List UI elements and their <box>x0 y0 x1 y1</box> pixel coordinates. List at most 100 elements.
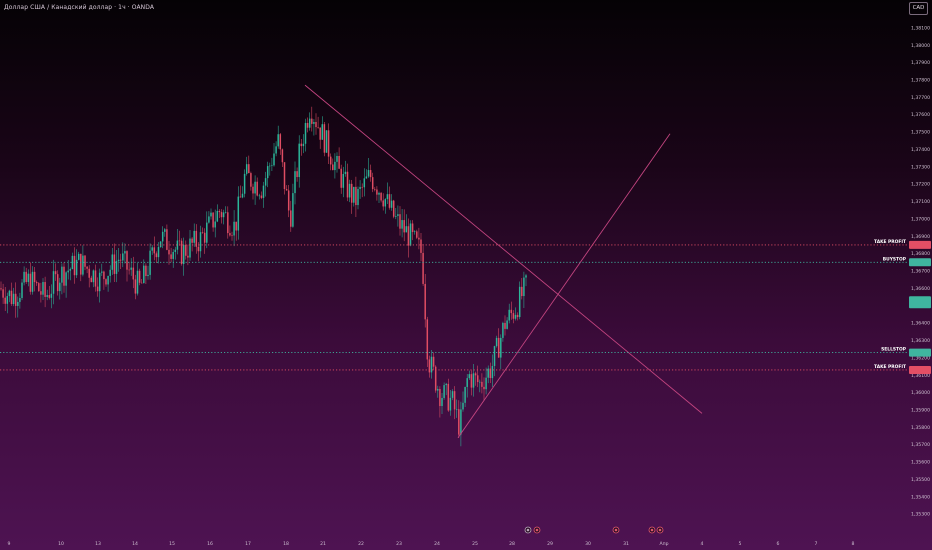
candle-body <box>103 271 105 280</box>
candle-body <box>353 186 355 203</box>
candle-body <box>117 259 120 262</box>
candle-body <box>59 282 61 292</box>
candle-body <box>122 253 124 261</box>
candle-body <box>94 270 97 287</box>
candle-body <box>434 366 437 391</box>
candle-body <box>69 269 72 271</box>
candle-body <box>518 286 521 318</box>
candle-body <box>521 286 523 297</box>
time-tick-label: 8 <box>852 541 855 547</box>
candle-body <box>453 391 456 410</box>
time-tick-label: 13 <box>95 541 101 547</box>
candle-body <box>195 230 198 247</box>
candle-body <box>96 286 99 292</box>
price-tag <box>909 365 931 374</box>
time-tick-label: 5 <box>739 541 742 547</box>
candle-body <box>237 196 240 231</box>
candle-body <box>416 231 418 238</box>
candle-body <box>447 383 450 411</box>
candle-body <box>187 255 189 258</box>
candle-body <box>443 385 445 398</box>
candle-body <box>285 189 288 191</box>
candle-body <box>340 168 342 188</box>
candle-body <box>342 173 345 188</box>
candle-body <box>258 195 261 197</box>
candle-body <box>199 232 202 252</box>
candle-body <box>424 283 426 320</box>
candle-body <box>472 373 475 388</box>
candle-body <box>191 238 193 243</box>
candle-body <box>319 127 321 140</box>
candle-body <box>273 153 275 166</box>
time-tick-label: 9 <box>8 541 11 547</box>
candle-body <box>239 196 242 198</box>
candle-body <box>136 270 139 294</box>
candle-body <box>233 221 235 236</box>
candle-body <box>245 164 248 174</box>
price-tick-label: 1,36200 <box>911 355 930 361</box>
price-tick-label: 1,37600 <box>911 112 930 118</box>
candle-body <box>56 274 59 292</box>
candle-body <box>19 298 21 302</box>
candle-body <box>441 397 443 407</box>
price-tick-label: 1,35400 <box>911 494 930 500</box>
candle-body <box>378 192 380 195</box>
ascending-trendline[interactable] <box>457 133 671 438</box>
candle-body <box>395 215 397 217</box>
candle-body <box>380 192 382 201</box>
candle-body <box>201 232 204 233</box>
candle-body <box>101 271 103 273</box>
candle-body <box>46 295 48 297</box>
chart-title: Доллар США / Канадский доллар · 1ч · OAN… <box>4 4 155 11</box>
candle-body <box>287 190 290 211</box>
candle-body <box>489 368 492 379</box>
candle-body <box>75 259 78 276</box>
candle-body <box>491 365 494 379</box>
price-tick-label: 1,37400 <box>911 147 930 153</box>
time-tick-label: 24 <box>434 541 440 547</box>
candle-body <box>0 288 2 290</box>
candle-body <box>468 374 471 379</box>
candle-body <box>88 268 90 278</box>
candle-body <box>170 254 172 259</box>
candle-body <box>439 388 441 407</box>
candle-body <box>132 267 135 280</box>
candle-body <box>241 193 244 198</box>
candle-body <box>476 375 479 383</box>
price-tick-label: 1,37000 <box>911 216 930 222</box>
candle-body <box>176 240 179 250</box>
descending-trendline[interactable] <box>304 84 703 414</box>
price-tick-label: 1,36700 <box>911 269 930 275</box>
candle-body <box>21 282 23 299</box>
candle-body <box>153 247 156 254</box>
candle-body <box>168 249 170 255</box>
time-tick-label: 17 <box>245 541 251 547</box>
candle-body <box>460 409 462 435</box>
candle-body <box>455 409 458 410</box>
candle-body <box>306 122 309 128</box>
candle-body <box>222 212 225 218</box>
candle-body <box>10 290 13 305</box>
candle-body <box>386 194 389 200</box>
economic-event-dot <box>535 528 539 532</box>
candle-body <box>388 194 391 208</box>
candle-body <box>458 409 460 435</box>
price-tag <box>909 258 931 267</box>
candle-body <box>189 238 191 258</box>
candle-body <box>73 255 76 276</box>
candle-body <box>504 322 506 329</box>
candle-body <box>92 270 95 283</box>
candle-body <box>252 186 254 194</box>
candle-body <box>229 233 231 236</box>
candle-body <box>155 253 158 258</box>
currency-badge[interactable]: CAD <box>909 2 928 15</box>
candle-body <box>12 293 15 305</box>
candle-body <box>210 212 212 217</box>
candle-body <box>376 189 378 195</box>
candle-body <box>422 252 424 284</box>
time-tick-label: 31 <box>623 541 629 547</box>
candle-body <box>17 301 19 306</box>
candle-body <box>399 214 401 229</box>
